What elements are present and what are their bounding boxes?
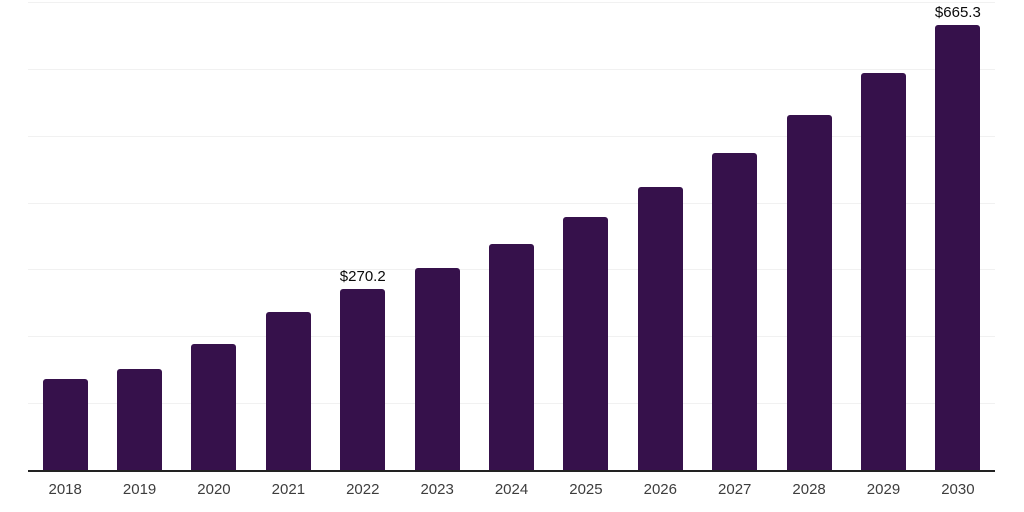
x-tick-2029: 2029: [866, 481, 901, 498]
bar-2027: [712, 152, 758, 470]
x-tick-2022: 2022: [346, 481, 380, 498]
x-tick-2019: 2019: [122, 481, 157, 498]
x-tick-2026: 2026: [643, 481, 677, 498]
bar-band-2025: [549, 2, 623, 470]
bars: $270.2 $665.3: [28, 2, 995, 470]
bar-2019: [117, 368, 163, 470]
bar-band-2027: [698, 2, 772, 470]
bar-2026: [637, 186, 683, 470]
bar-2029: [860, 72, 906, 470]
bar-band-2024: [474, 2, 548, 470]
x-tick-2030: 2030: [941, 481, 975, 498]
plot-area: $270.2 $665.3: [28, 2, 995, 472]
bar-band-2026: [623, 2, 697, 470]
bar-band-2023: [400, 2, 474, 470]
bar-band-2021: [251, 2, 325, 470]
bar-band-2018: [28, 2, 102, 470]
gridline-400: [28, 202, 995, 204]
bar-band-2028: [772, 2, 846, 470]
bar-band-2020: [177, 2, 251, 470]
data-label-2030: $665.3: [934, 4, 981, 22]
bar-2028: [786, 114, 832, 470]
x-tick-2020: 2020: [197, 481, 231, 498]
bar-2020: [191, 343, 237, 470]
data-label-2022: $270.2: [339, 268, 386, 286]
bar-2030: $665.3: [935, 4, 981, 470]
x-tick-2021: 2021: [271, 481, 306, 498]
bar-band-2019: [102, 2, 176, 470]
bar-2021: [265, 311, 311, 470]
bar-band-2022: $270.2: [326, 2, 400, 470]
bar-2023: [414, 267, 460, 470]
x-axis: 2018 2019 2020 2021 2022 2023 2024 2025 2026 2027…: [28, 481, 995, 499]
bar-2025: [563, 216, 609, 470]
x-tick-2024: 2024: [494, 481, 529, 498]
gridline-700: [28, 2, 995, 3]
bar-2022: $270.2: [340, 268, 386, 470]
x-tick-2027: 2027: [718, 481, 752, 498]
x-tick-2028: 2028: [792, 481, 826, 498]
x-tick-2025: 2025: [569, 481, 603, 498]
bar-band-2030: $665.3: [921, 2, 995, 470]
gridline-600: [28, 68, 995, 70]
bar-band-2029: [846, 2, 920, 470]
bar-2024: [489, 243, 535, 470]
x-tick-2023: 2023: [420, 481, 454, 498]
bar-2018: [42, 379, 88, 470]
x-tick-2018: 2018: [48, 481, 82, 498]
gridline-500: [28, 135, 995, 137]
